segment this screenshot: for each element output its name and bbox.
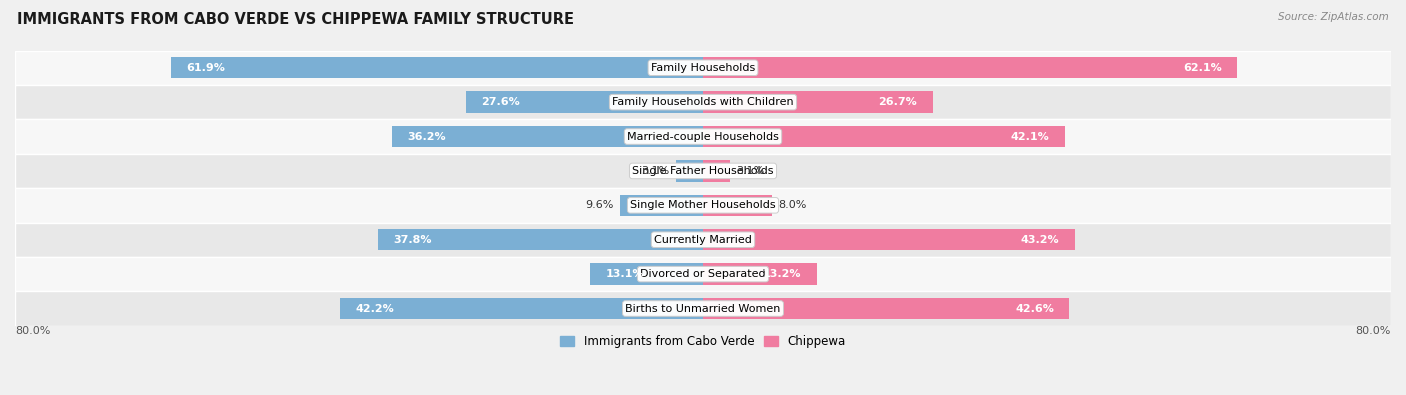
Text: 42.2%: 42.2%	[356, 303, 394, 314]
Bar	[703, 92, 932, 113]
Bar	[591, 263, 703, 285]
Text: 37.8%: 37.8%	[394, 235, 432, 245]
Text: 26.7%: 26.7%	[879, 97, 917, 107]
Bar	[15, 51, 1391, 85]
Text: Divorced or Separated: Divorced or Separated	[640, 269, 766, 279]
Bar	[465, 92, 703, 113]
Bar	[15, 222, 1391, 257]
Text: Married-couple Households: Married-couple Households	[627, 132, 779, 141]
Bar	[340, 298, 703, 319]
Text: Family Households: Family Households	[651, 63, 755, 73]
Text: 43.2%: 43.2%	[1021, 235, 1059, 245]
Text: 80.0%: 80.0%	[15, 326, 51, 336]
Text: 13.1%: 13.1%	[606, 269, 644, 279]
Bar	[392, 126, 703, 147]
Text: Currently Married: Currently Married	[654, 235, 752, 245]
Text: Source: ZipAtlas.com: Source: ZipAtlas.com	[1278, 12, 1389, 22]
Text: 3.1%: 3.1%	[737, 166, 765, 176]
Bar	[703, 263, 817, 285]
Bar	[378, 229, 703, 250]
Text: Single Father Households: Single Father Households	[633, 166, 773, 176]
Bar	[703, 229, 1074, 250]
Bar	[15, 188, 1391, 222]
Text: Family Households with Children: Family Households with Children	[612, 97, 794, 107]
Bar	[15, 257, 1391, 291]
Bar	[170, 57, 703, 79]
Text: 80.0%: 80.0%	[1355, 326, 1391, 336]
Text: 61.9%: 61.9%	[186, 63, 225, 73]
Text: 42.1%: 42.1%	[1011, 132, 1050, 141]
Bar	[15, 154, 1391, 188]
Text: 62.1%: 62.1%	[1182, 63, 1222, 73]
Legend: Immigrants from Cabo Verde, Chippewa: Immigrants from Cabo Verde, Chippewa	[555, 330, 851, 353]
Text: 9.6%: 9.6%	[585, 200, 613, 210]
Text: Single Mother Households: Single Mother Households	[630, 200, 776, 210]
Text: Births to Unmarried Women: Births to Unmarried Women	[626, 303, 780, 314]
Bar	[15, 291, 1391, 326]
Bar	[703, 126, 1066, 147]
Bar	[703, 57, 1237, 79]
Text: 42.6%: 42.6%	[1015, 303, 1054, 314]
Bar	[703, 160, 730, 182]
Text: 36.2%: 36.2%	[408, 132, 446, 141]
Text: IMMIGRANTS FROM CABO VERDE VS CHIPPEWA FAMILY STRUCTURE: IMMIGRANTS FROM CABO VERDE VS CHIPPEWA F…	[17, 12, 574, 27]
Bar	[620, 195, 703, 216]
Bar	[15, 119, 1391, 154]
Bar	[15, 85, 1391, 119]
Text: 27.6%: 27.6%	[481, 97, 520, 107]
Text: 13.2%: 13.2%	[762, 269, 801, 279]
Bar	[703, 195, 772, 216]
Text: 8.0%: 8.0%	[779, 200, 807, 210]
Bar	[676, 160, 703, 182]
Text: 3.1%: 3.1%	[641, 166, 669, 176]
Bar	[703, 298, 1070, 319]
